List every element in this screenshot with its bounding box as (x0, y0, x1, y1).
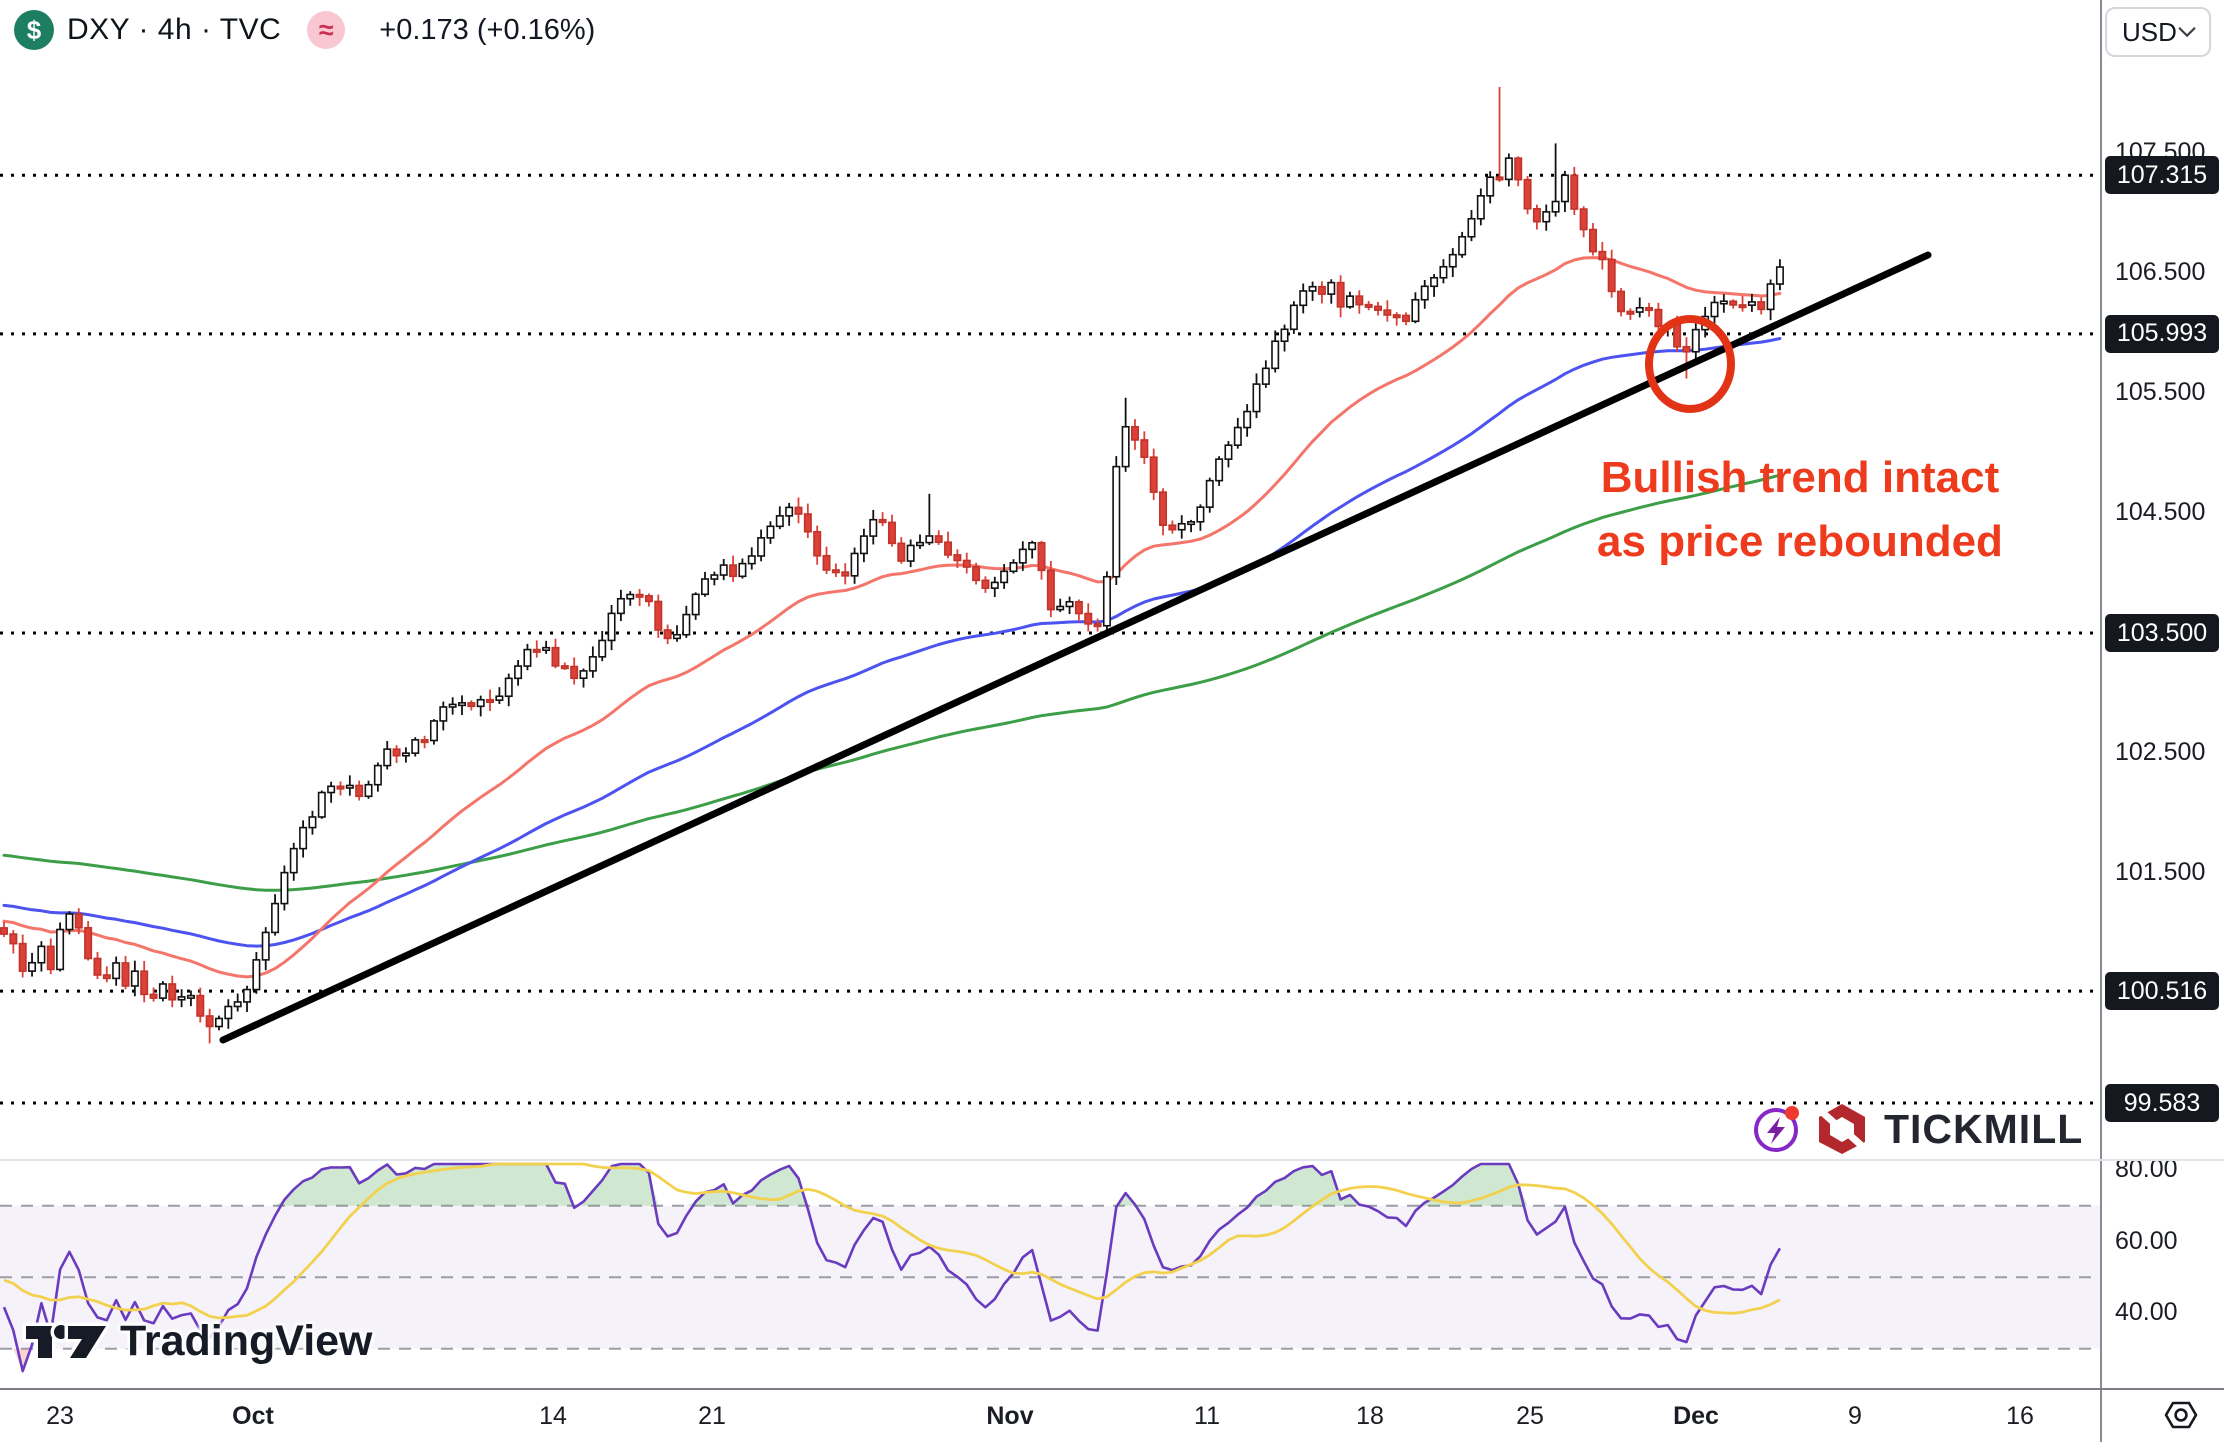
price-axis-tick: 105.500 (2115, 378, 2206, 406)
time-axis-tick: 21 (698, 1402, 726, 1430)
price-level-badge: 105.993 (2105, 314, 2219, 353)
currency-label: USD (2122, 16, 2177, 47)
time-axis-tick: 18 (1356, 1402, 1384, 1430)
time-axis-tick: 23 (46, 1402, 74, 1430)
tickmill-bolt-icon (1754, 1106, 1799, 1152)
price-change: +0.173 (+0.16%) (379, 13, 596, 46)
annotation-line-2: as price rebounded (1597, 517, 2003, 566)
alert-status-icon[interactable]: ≈ (307, 11, 346, 49)
time-axis[interactable]: 23 Oct 14 21 Nov 11 18 25 Dec 9 16 (0, 1388, 2224, 1442)
price-level-badge: 99.583 (2105, 1084, 2219, 1123)
time-axis-tick: 11 (1194, 1402, 1220, 1430)
tickmill-branding: TICKMILL (1752, 1102, 2083, 1156)
symbol-title[interactable]: DXY · 4h · TVC (67, 13, 282, 46)
time-axis-tick: Nov (986, 1402, 1034, 1430)
tickmill-label: TICKMILL (1884, 1105, 2084, 1152)
tradingview-watermark[interactable]: TradingView (22, 1312, 373, 1370)
price-scale-settings-icon[interactable] (2160, 1398, 2202, 1432)
approx-glyph: ≈ (318, 14, 334, 45)
price-level-badge: 103.500 (2105, 614, 2219, 652)
price-axis-tick: 106.500 (2115, 258, 2206, 286)
price-level-badge: 100.516 (2105, 972, 2219, 1011)
dollar-glyph: $ (26, 14, 42, 45)
price-axis-tick: 102.500 (2115, 738, 2206, 766)
tradingview-logo-icon (22, 1321, 110, 1362)
tradingview-label: TradingView (120, 1316, 373, 1365)
time-axis-tick: 9 (1848, 1402, 1862, 1430)
time-axis-tick: 16 (2006, 1402, 2034, 1430)
pane-separator[interactable] (0, 1159, 2224, 1161)
annotation-line-1: Bullish trend intact (1600, 453, 2000, 502)
time-axis-tick: 25 (1516, 1402, 1544, 1430)
price-axis-tick: 104.500 (2115, 498, 2206, 526)
symbol-logo-icon[interactable]: $ (14, 10, 54, 50)
chevron-down-icon (2178, 27, 2196, 38)
currency-dropdown[interactable]: USD (2105, 7, 2211, 57)
symbol-header: $ DXY · 4h · TVC ≈ +0.173 (+0.16%) (14, 8, 595, 52)
tickmill-hexagon-icon (1819, 1104, 1865, 1154)
price-level-badge: 107.315 (2105, 156, 2219, 195)
annotation-note[interactable]: Bullish trend intact as price rebounded (1558, 446, 2042, 574)
price-axis-tick: 101.500 (2115, 858, 2206, 886)
time-axis-tick: Dec (1673, 1402, 1719, 1430)
rsi-axis-tick: 40.00 (2115, 1298, 2178, 1326)
time-axis-tick: Oct (232, 1402, 274, 1430)
time-axis-tick: 14 (539, 1402, 567, 1430)
price-axis[interactable]: 107.500 106.500 105.500 104.500 102.500 101.5… (2100, 0, 2224, 1442)
rsi-axis-tick: 60.00 (2115, 1226, 2178, 1255)
